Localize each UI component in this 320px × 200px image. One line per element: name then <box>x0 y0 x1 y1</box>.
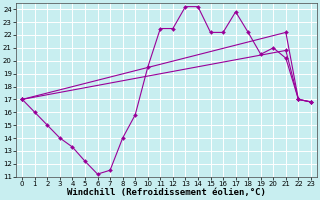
X-axis label: Windchill (Refroidissement éolien,°C): Windchill (Refroidissement éolien,°C) <box>67 188 266 197</box>
